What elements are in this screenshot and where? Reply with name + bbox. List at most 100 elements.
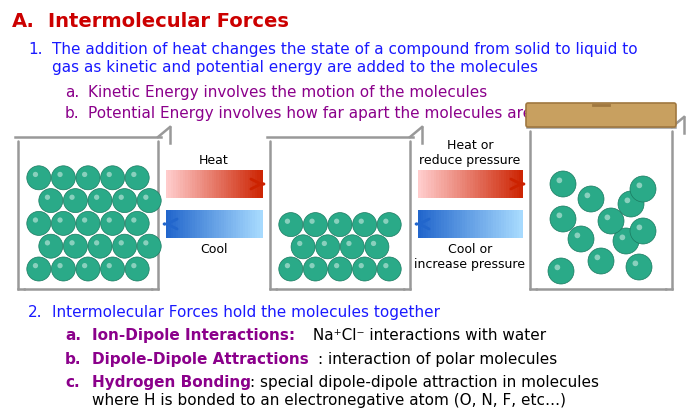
- Bar: [468, 171, 470, 199]
- Circle shape: [106, 263, 112, 268]
- Bar: [447, 171, 449, 199]
- Bar: [186, 171, 188, 199]
- Text: : special dipole-dipole attraction in molecules: : special dipole-dipole attraction in mo…: [250, 374, 599, 389]
- Bar: [226, 171, 229, 199]
- Bar: [457, 171, 460, 199]
- Circle shape: [620, 235, 625, 241]
- Circle shape: [88, 189, 112, 213]
- Circle shape: [358, 263, 364, 268]
- Bar: [190, 171, 193, 199]
- Bar: [221, 211, 224, 238]
- Circle shape: [27, 257, 51, 281]
- Circle shape: [57, 218, 63, 223]
- Circle shape: [594, 255, 600, 261]
- Bar: [428, 171, 431, 199]
- Circle shape: [64, 235, 88, 259]
- Bar: [250, 211, 253, 238]
- Circle shape: [279, 257, 303, 281]
- Circle shape: [118, 241, 124, 246]
- Circle shape: [554, 265, 560, 271]
- Bar: [186, 211, 188, 238]
- Bar: [444, 171, 447, 199]
- Bar: [236, 171, 239, 199]
- Bar: [166, 211, 169, 238]
- Text: 2.: 2.: [28, 304, 43, 319]
- Circle shape: [613, 228, 639, 254]
- Circle shape: [82, 218, 88, 223]
- Bar: [240, 171, 244, 199]
- Circle shape: [76, 257, 100, 281]
- Circle shape: [33, 263, 38, 268]
- Bar: [519, 211, 522, 238]
- Text: a.: a.: [65, 85, 79, 100]
- Bar: [449, 211, 452, 238]
- Bar: [491, 171, 494, 199]
- Circle shape: [69, 195, 75, 200]
- Bar: [190, 211, 193, 238]
- Bar: [169, 211, 172, 238]
- Circle shape: [279, 213, 303, 237]
- Bar: [233, 211, 236, 238]
- Bar: [486, 171, 489, 199]
- Bar: [231, 211, 234, 238]
- Bar: [228, 171, 231, 199]
- Bar: [433, 211, 437, 238]
- Bar: [202, 171, 205, 199]
- Bar: [465, 211, 468, 238]
- Text: The addition of heat changes the state of a compound from solid to liquid to: The addition of heat changes the state o…: [52, 42, 638, 57]
- Bar: [197, 171, 200, 199]
- Bar: [255, 171, 258, 199]
- Text: Intermolecular Forces hold the molecules together: Intermolecular Forces hold the molecules…: [52, 304, 440, 319]
- Circle shape: [624, 198, 630, 204]
- Bar: [257, 171, 260, 199]
- Bar: [238, 171, 241, 199]
- Bar: [188, 211, 190, 238]
- Bar: [173, 171, 176, 199]
- Circle shape: [125, 257, 149, 281]
- Text: gas as kinetic and potential energy are added to the molecules: gas as kinetic and potential energy are …: [52, 60, 538, 75]
- Circle shape: [106, 218, 112, 223]
- Bar: [421, 171, 424, 199]
- Circle shape: [101, 212, 125, 236]
- Bar: [478, 171, 481, 199]
- Bar: [496, 211, 499, 238]
- Bar: [470, 171, 473, 199]
- Bar: [426, 211, 429, 238]
- Bar: [248, 211, 251, 238]
- Bar: [514, 211, 517, 238]
- Bar: [253, 211, 256, 238]
- Circle shape: [144, 195, 148, 200]
- Bar: [166, 171, 169, 199]
- Circle shape: [633, 261, 638, 266]
- Bar: [494, 211, 496, 238]
- Circle shape: [94, 195, 99, 200]
- Bar: [221, 171, 224, 199]
- Bar: [238, 211, 241, 238]
- Bar: [204, 171, 207, 199]
- Circle shape: [575, 233, 580, 239]
- Circle shape: [365, 235, 389, 259]
- Text: Na⁺Cl⁻ interactions with water: Na⁺Cl⁻ interactions with water: [308, 327, 546, 342]
- Bar: [486, 211, 489, 238]
- Bar: [454, 171, 458, 199]
- Bar: [253, 171, 256, 199]
- Bar: [199, 171, 202, 199]
- Bar: [418, 211, 421, 238]
- Circle shape: [137, 235, 161, 259]
- Circle shape: [550, 206, 576, 233]
- Circle shape: [334, 263, 340, 268]
- Bar: [188, 171, 190, 199]
- Bar: [214, 171, 217, 199]
- Bar: [519, 171, 522, 199]
- Bar: [231, 171, 234, 199]
- Bar: [243, 171, 246, 199]
- Bar: [488, 171, 491, 199]
- Text: c.: c.: [65, 374, 80, 389]
- Bar: [226, 211, 229, 238]
- Circle shape: [630, 177, 656, 202]
- Text: Hydrogen Bonding: Hydrogen Bonding: [92, 374, 251, 389]
- Circle shape: [377, 213, 401, 237]
- Bar: [439, 171, 442, 199]
- Circle shape: [118, 195, 124, 200]
- Bar: [202, 211, 205, 238]
